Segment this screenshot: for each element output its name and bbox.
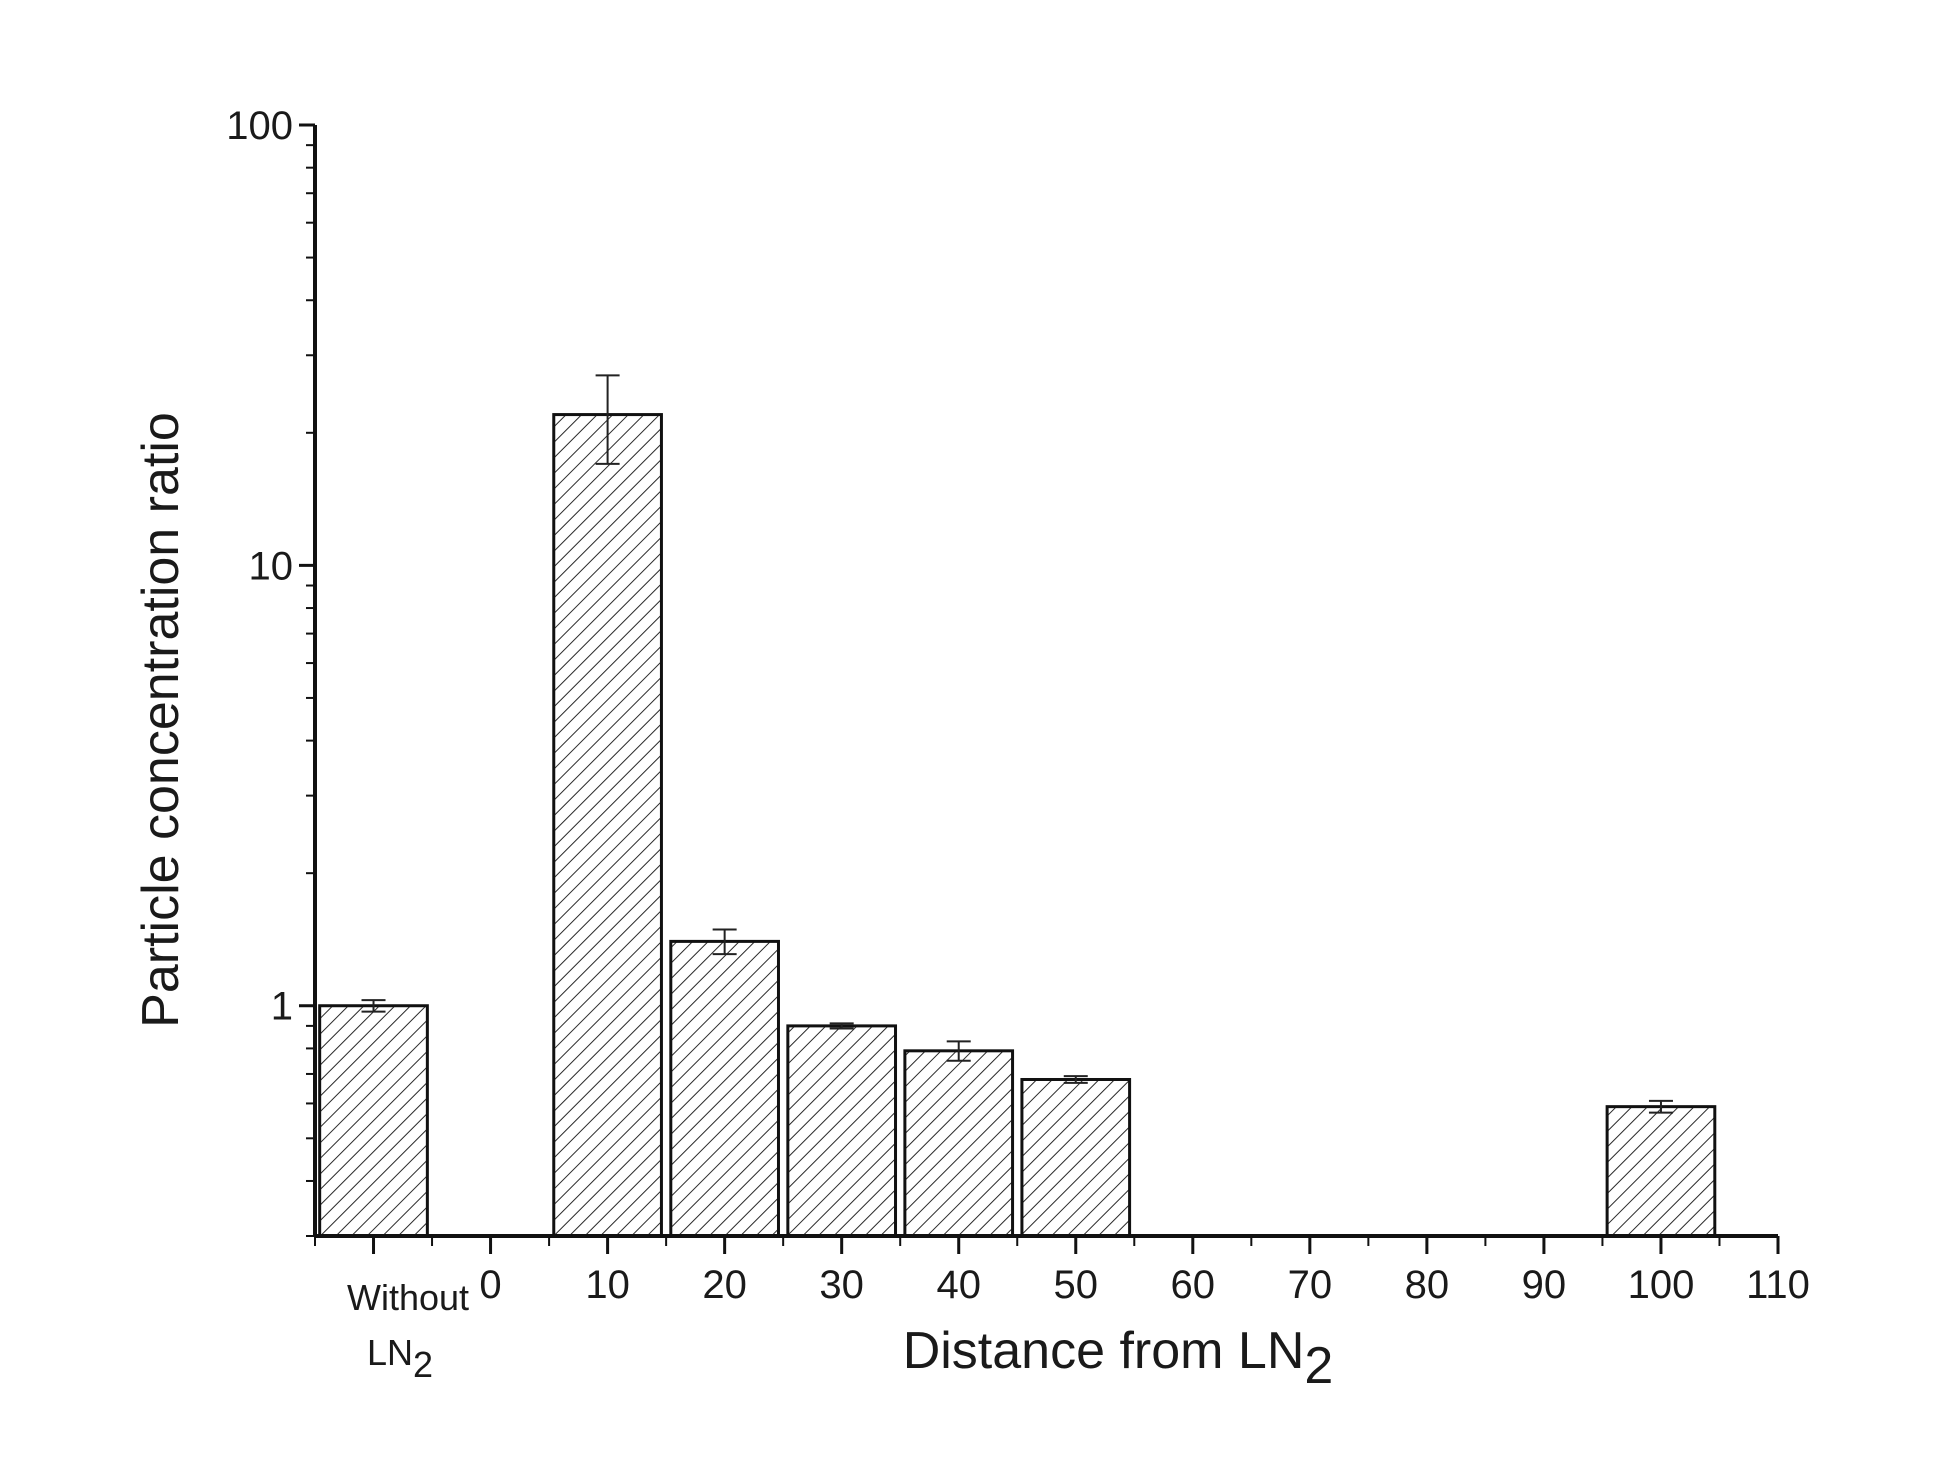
x-tick-label-90: 90: [1522, 1263, 1567, 1307]
labels-layer: Particle concentration ratio Distance fr…: [132, 412, 1333, 1395]
x-tick-label-80: 80: [1405, 1263, 1450, 1307]
x-tick-label-10: 10: [585, 1263, 630, 1307]
y-tick-label-10: 10: [249, 544, 294, 588]
y-axis-title: Particle concentration ratio: [132, 412, 190, 1028]
bar-100: [1605, 1105, 1717, 1238]
x-axis-title-main: Distance from LN: [903, 1322, 1305, 1380]
category-label-ln-subscript: 2: [413, 1344, 433, 1385]
x-tick-label-100: 100: [1628, 1263, 1695, 1307]
y-tick-label-100: 100: [226, 104, 293, 148]
bar-40: [903, 1049, 1015, 1238]
bar-50: [1020, 1077, 1132, 1238]
x-tick-label-70: 70: [1288, 1263, 1333, 1307]
bar-30: [786, 1024, 898, 1238]
bars-layer: [318, 374, 1717, 1238]
x-tick-label-110: 110: [1746, 1263, 1810, 1307]
x-tick-label-60: 60: [1171, 1263, 1216, 1307]
x-tick-label-50: 50: [1054, 1263, 1099, 1307]
x-axis-title: Distance from LN2: [903, 1322, 1334, 1395]
bar-without-ln2: [318, 1004, 429, 1238]
category-label-without-line2: LN2: [367, 1332, 433, 1385]
x-tick-label-40: 40: [936, 1263, 981, 1307]
bar-20: [669, 939, 780, 1238]
x-axis-title-subscript: 2: [1304, 1337, 1333, 1395]
category-label-without-line1: Without: [347, 1277, 469, 1318]
x-tick-label-20: 20: [702, 1263, 747, 1307]
x-tick-label-30: 30: [819, 1263, 864, 1307]
category-label-ln: LN: [367, 1332, 413, 1373]
x-tick-label-0: 0: [479, 1263, 501, 1307]
bar-10: [552, 413, 663, 1238]
y-tick-label-1: 1: [271, 985, 293, 1029]
